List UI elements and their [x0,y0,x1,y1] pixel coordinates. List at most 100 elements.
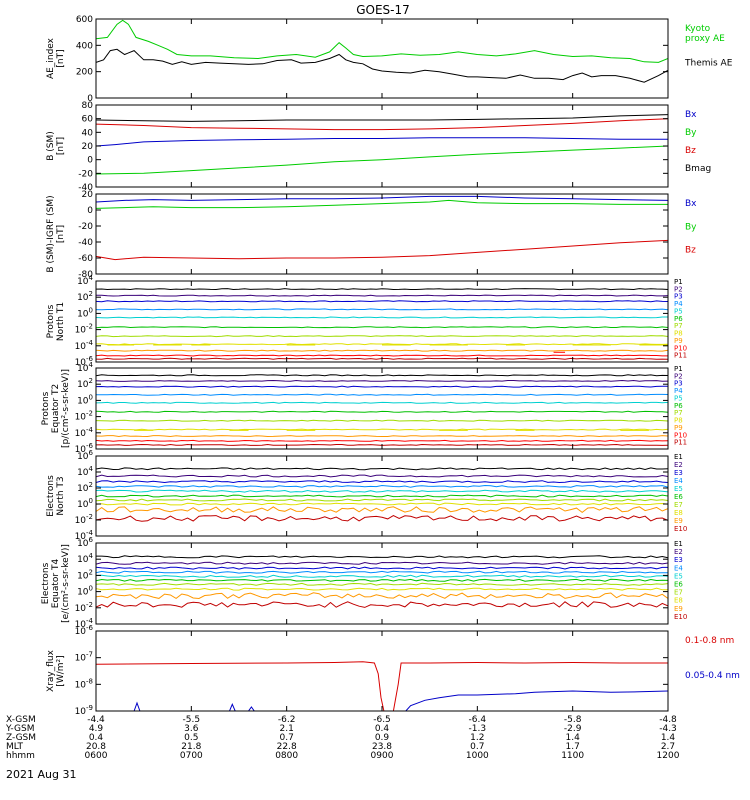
ylabel-line: Protons [46,304,56,338]
ytick-label: 600 [76,15,93,25]
orbit-value: 21.8 [181,742,201,752]
ytick-exponent: -7 [86,651,93,659]
orbit-value: -4.3 [659,724,677,734]
orbit-value: 1.4 [661,733,676,743]
channel-P7 [96,419,668,422]
legend-E7: E7 [674,501,683,509]
ytick-exponent: 0 [89,393,93,401]
orbit-value: -4.8 [659,715,677,725]
ytick-label: 200 [76,68,93,78]
orbit-value: -5.5 [183,715,201,725]
legend-kyoto-proxy-ae: Kyoto proxy AE [685,24,725,44]
legend-E9: E9 [674,605,683,613]
ytick-exponent: 4 [89,274,94,282]
orbit-value: 20.8 [86,742,106,752]
channel-E3 [96,566,668,570]
orbit-label-z-gsm: Z-GSM [6,733,36,743]
ytick-label: 100 [77,393,93,406]
orbit-value: 1.2 [470,733,484,743]
orbit-value: 23.8 [372,742,392,752]
ylabel-et3: ElectronsNorth T3 [46,475,66,517]
ytick-label: 20 [82,142,94,152]
orbit-value: -2.9 [564,724,582,734]
legend-P11: P11 [674,352,687,360]
legend-E9: E9 [674,517,683,525]
ytick-label: 10-4 [75,339,94,352]
ylabel-line: B (SM) [46,131,56,161]
ytick-label: 100 [77,497,93,510]
orbit-value: 1000 [466,751,489,761]
legend-P7: P7 [674,322,683,330]
panel-ae: 0 200 400 600 AE_index[nT] Kyoto proxy AE Themi… [46,15,733,104]
ytick-exponent: -6 [86,355,94,363]
series-bz [96,118,668,131]
ytick-label: 102 [77,290,93,303]
orbit-value: -6.5 [373,715,391,725]
panel-et4: E1E2E3E4E5E6E7E8E9E1010-410-210010210410… [41,536,687,630]
channel-E4 [96,484,668,488]
legend-0-05-0-4-nm: 0.05-0.4 nm [685,671,740,681]
panel-pt1: P1P2P3P4P5P6P7P8P9P10P1110-610-410-21001… [46,274,687,368]
ylabel-pt1: ProtonsNorth T1 [46,302,66,341]
orbit-value: -6.4 [469,715,487,725]
channel-P1 [96,374,668,377]
orbit-value: -6.2 [278,715,296,725]
series-bmag [96,114,668,122]
channel-P9 [96,349,668,352]
ytick-label: -20 [78,169,93,179]
legend-E3: E3 [674,556,683,564]
channel-E6 [96,494,668,498]
legend-P9: P9 [674,337,683,345]
series-0-05-0-4-nm [96,690,668,711]
orbit-value: -1.3 [469,724,487,734]
ylabel-line: Xray_flux [46,649,56,692]
ytick-label: 10-7 [75,651,93,664]
ylabel-line: Equator T2 [51,384,61,433]
ytick-exponent: 2 [89,290,93,298]
legend-P4: P4 [674,387,683,395]
channel-E3 [96,480,668,484]
channel-P8 [96,343,668,346]
ytick-exponent: -4 [86,617,94,625]
legend-line: Bx [685,110,697,120]
channel-E7 [96,582,668,586]
orbit-label-x-gsm: X-GSM [6,715,36,725]
channel-E5 [96,574,668,578]
plot-area-pt1 [96,288,668,360]
channel-P1 [96,288,668,291]
orbit-value: 1200 [657,751,680,761]
legend-by: By [685,222,697,232]
ytick-exponent: -2 [86,513,93,521]
legend-bx: Bx [685,110,697,120]
orbit-value: 0.4 [89,733,104,743]
legend-E3: E3 [674,469,683,477]
ytick-label: 102 [77,481,93,494]
legend-E5: E5 [674,572,683,580]
legend-P10: P10 [674,431,687,439]
ylabel-line: [p/(cm²-s-sr-keV)] [61,369,71,448]
plot-area-xray [96,661,668,711]
legend-E10: E10 [674,525,687,533]
channel-P5 [96,401,668,404]
ytick-exponent: -6 [86,624,94,632]
legend-line: Kyoto [685,24,711,34]
ytick-exponent: -2 [86,323,93,331]
ytick-exponent: 0 [89,306,93,314]
legend-bz: Bz [685,246,696,256]
channel-P10 [96,439,668,442]
ytick-exponent: 4 [89,465,94,473]
legend-bz: Bz [685,146,696,156]
panel-et3: E1E2E3E4E5E6E7E8E9E1010-410-210010210410… [46,449,687,542]
ylabel-line: B (SM)-IGRF (SM) [46,195,56,272]
orbit-value: 0.9 [375,733,390,743]
ytick-exponent: 2 [89,377,93,385]
ytick-exponent: 6 [89,536,94,544]
legend-E2: E2 [674,461,683,469]
plot-area-bigrf [96,195,668,261]
ylabel-line: [e/(cm²-s-sr-keV)] [61,544,71,623]
channel-E9 [96,506,668,514]
channel-P8 [96,428,668,431]
ylabel-line: North T1 [56,302,66,341]
